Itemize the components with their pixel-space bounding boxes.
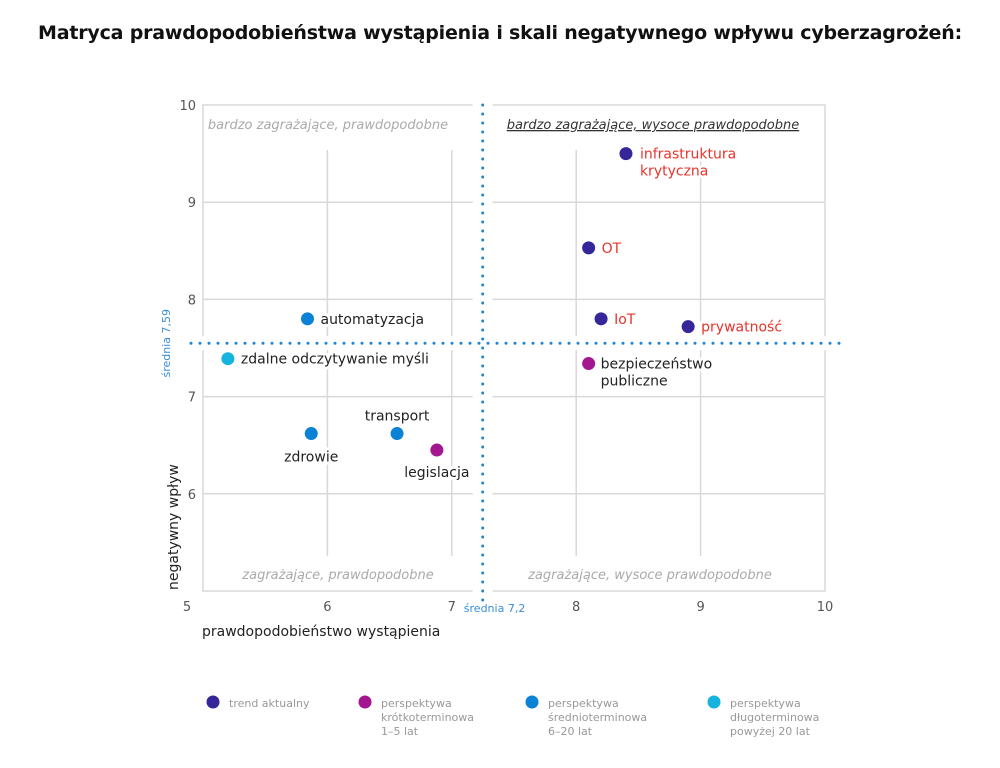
point-label-line: publiczne: [601, 374, 668, 390]
y-tick-label: 6: [188, 488, 196, 503]
point-label-line: infrastruktura: [640, 147, 736, 163]
point-label: infrastruktura krytyczna: [640, 147, 736, 180]
x-tick-label: 6: [323, 600, 331, 615]
data-point: [390, 427, 404, 441]
legend-marker: [358, 695, 372, 709]
data-point: [582, 357, 596, 371]
quadrant-label: bardzo zagrażające, prawdopodobne: [208, 118, 448, 133]
legend-label: trend aktualny: [229, 697, 310, 710]
point-label: IoT: [614, 312, 636, 328]
point-label: zdalne odczytywanie myśli: [241, 352, 429, 368]
legend-label: 1–5 lat: [381, 725, 419, 738]
data-point: [430, 443, 444, 457]
legend-label: 6–20 lat: [548, 725, 593, 738]
x-tick-label: 9: [696, 600, 704, 615]
y-tick-label: 8: [188, 293, 196, 308]
x-tick-label: 10: [817, 600, 834, 615]
y-tick-label: 9: [188, 196, 196, 211]
x-tick-label: 5: [183, 600, 191, 615]
quadrant-label: zagrażające, prawdopodobne: [241, 568, 433, 583]
legend-label: krótkoterminowa: [381, 711, 474, 724]
point-label: zdrowie: [284, 450, 338, 466]
data-point: [619, 147, 633, 161]
data-point: [221, 352, 235, 366]
legend-marker: [206, 695, 220, 709]
data-point: [582, 241, 596, 255]
legend-label: powyżej 20 lat: [730, 725, 811, 738]
point-label-line: krytyczna: [640, 164, 708, 180]
legend-marker: [707, 695, 721, 709]
mean-y-label: średnia 7,59: [160, 309, 173, 378]
data-point: [594, 312, 608, 326]
x-axis-label: prawdopodobieństwo wystąpienia: [202, 624, 440, 640]
x-tick-label: 7: [448, 600, 456, 615]
legend-label: długoterminowa: [730, 711, 819, 724]
chart-title: Matryca prawdopodobieństwa wystąpienia i…: [38, 22, 962, 44]
y-tick-label: 7: [188, 391, 196, 406]
legend-label: perspektywa: [730, 697, 801, 710]
legend-label: perspektywa: [548, 697, 619, 710]
mean-x-label: średnia 7,2: [464, 602, 526, 615]
y-axis-label: negatywny wpływ: [166, 464, 182, 590]
point-label-line: bezpieczeństwo: [601, 357, 713, 373]
data-point: [304, 427, 318, 441]
data-point: [681, 320, 695, 334]
legend-marker: [525, 695, 539, 709]
legend-label: średnioterminowa: [548, 711, 647, 724]
x-tick-label: 8: [572, 600, 580, 615]
point-label: OT: [602, 241, 622, 257]
point-label: legislacja: [404, 465, 469, 481]
point-label: bezpieczeństwo publiczne: [601, 357, 713, 390]
legend-label: perspektywa: [381, 697, 452, 710]
point-label: transport: [365, 409, 430, 425]
y-tick-label: 10: [179, 99, 196, 114]
mean-gap: [188, 336, 850, 351]
quadrant-label: bardzo zagrażające, wysoce prawdopodobne: [507, 118, 800, 133]
point-label: automatyzacja: [320, 312, 424, 328]
quadrant-label: zagrażające, wysoce prawdopodobne: [527, 568, 772, 583]
point-label: prywatność: [701, 320, 782, 336]
data-point: [300, 312, 314, 326]
